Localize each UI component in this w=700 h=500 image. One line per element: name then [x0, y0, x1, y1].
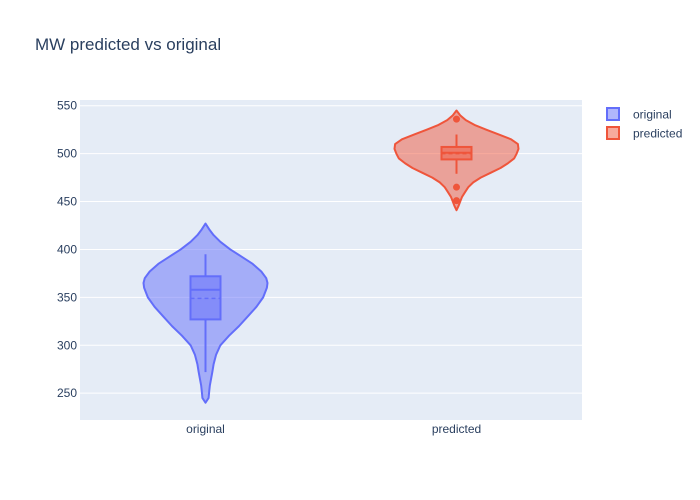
y-axis: 250 300 350 400 450 500 550	[57, 99, 77, 400]
y-tick-label: 450	[57, 195, 77, 209]
violin-group-original	[142, 222, 269, 404]
x-axis: original predicted	[186, 422, 481, 436]
legend-swatch	[606, 107, 620, 121]
violin-outlier	[453, 115, 460, 123]
legend-swatch	[606, 126, 620, 140]
legend-label: original	[633, 108, 672, 122]
x-tick-label: predicted	[432, 422, 481, 436]
y-tick-label: 350	[57, 290, 77, 304]
legend[interactable]: original predicted	[606, 107, 682, 141]
legend-item-original[interactable]: original	[606, 107, 672, 122]
y-tick-label: 500	[57, 147, 77, 161]
y-tick-label: 400	[57, 242, 77, 256]
violin-outlier	[453, 183, 460, 191]
legend-item-predicted[interactable]: predicted	[606, 126, 682, 141]
violin-group-predicted	[393, 109, 520, 212]
y-tick-label: 550	[57, 99, 77, 113]
y-tick-label: 250	[57, 386, 77, 400]
x-tick-label: original	[186, 422, 225, 436]
chart-title: MW predicted vs original	[35, 35, 221, 54]
legend-label: predicted	[633, 127, 682, 141]
violin-outlier	[453, 197, 460, 205]
y-tick-label: 300	[57, 338, 77, 352]
violin-layer	[142, 109, 520, 404]
